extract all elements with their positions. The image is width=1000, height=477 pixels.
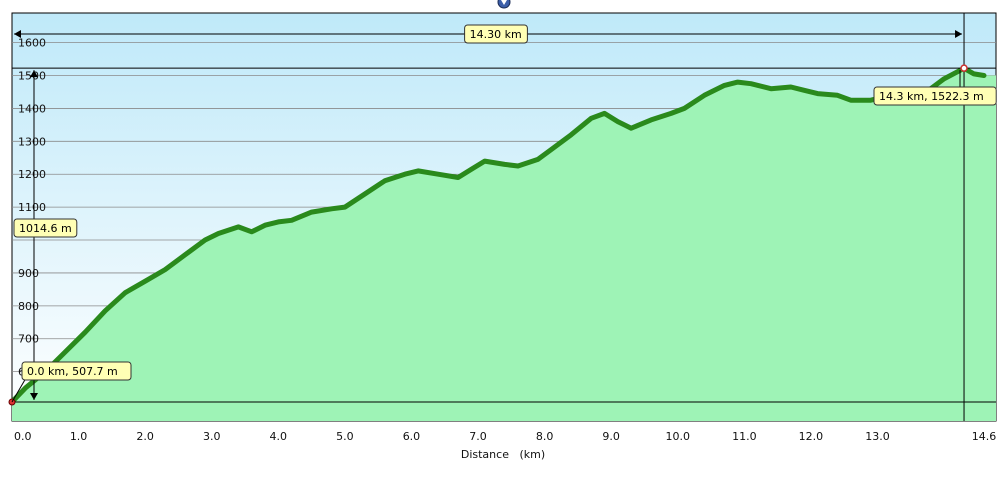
x-tick-label: 8.0 bbox=[536, 430, 554, 443]
end-point-marker bbox=[961, 65, 967, 71]
x-tick-label: 3.0 bbox=[203, 430, 221, 443]
x-tick-label: 6.0 bbox=[403, 430, 421, 443]
distance-callout-text: 14.30 km bbox=[470, 28, 522, 41]
elevation-gain-callout-text: 1014.6 m bbox=[19, 222, 72, 235]
x-tick-label: 0.0 bbox=[14, 430, 32, 443]
x-tick-label: 14.6 bbox=[972, 430, 997, 443]
end-point-callout-text: 14.3 km, 1522.3 m bbox=[879, 90, 984, 103]
x-tick-label: 1.0 bbox=[70, 430, 88, 443]
y-tick-label: 1100 bbox=[18, 201, 46, 214]
x-tick-label: 5.0 bbox=[336, 430, 354, 443]
y-tick-label: 900 bbox=[18, 267, 39, 280]
y-tick-label: 1400 bbox=[18, 102, 46, 115]
x-tick-label: 4.0 bbox=[270, 430, 288, 443]
x-tick-label: 9.0 bbox=[602, 430, 620, 443]
y-tick-label: 1600 bbox=[18, 37, 46, 50]
x-tick-labels: 0.0 1.0 2.0 3.0 4.0 5.0 6.0 7.0 8.0 9.0 10.0 11.0 12… bbox=[14, 430, 996, 443]
x-axis-label: Distance (km) bbox=[461, 448, 545, 461]
y-tick-label: 800 bbox=[18, 300, 39, 313]
start-point-callout-text: 0.0 km, 507.7 m bbox=[27, 365, 118, 378]
y-tick-label: 1300 bbox=[18, 135, 46, 148]
x-tick-label: 12.0 bbox=[799, 430, 824, 443]
y-tick-label: 1200 bbox=[18, 168, 46, 181]
x-tick-label: 11.0 bbox=[732, 430, 757, 443]
x-tick-label: 13.0 bbox=[865, 430, 890, 443]
x-tick-label: 2.0 bbox=[136, 430, 154, 443]
x-tick-label: 7.0 bbox=[469, 430, 487, 443]
x-tick-label: 10.0 bbox=[666, 430, 691, 443]
y-tick-label: 700 bbox=[18, 333, 39, 346]
